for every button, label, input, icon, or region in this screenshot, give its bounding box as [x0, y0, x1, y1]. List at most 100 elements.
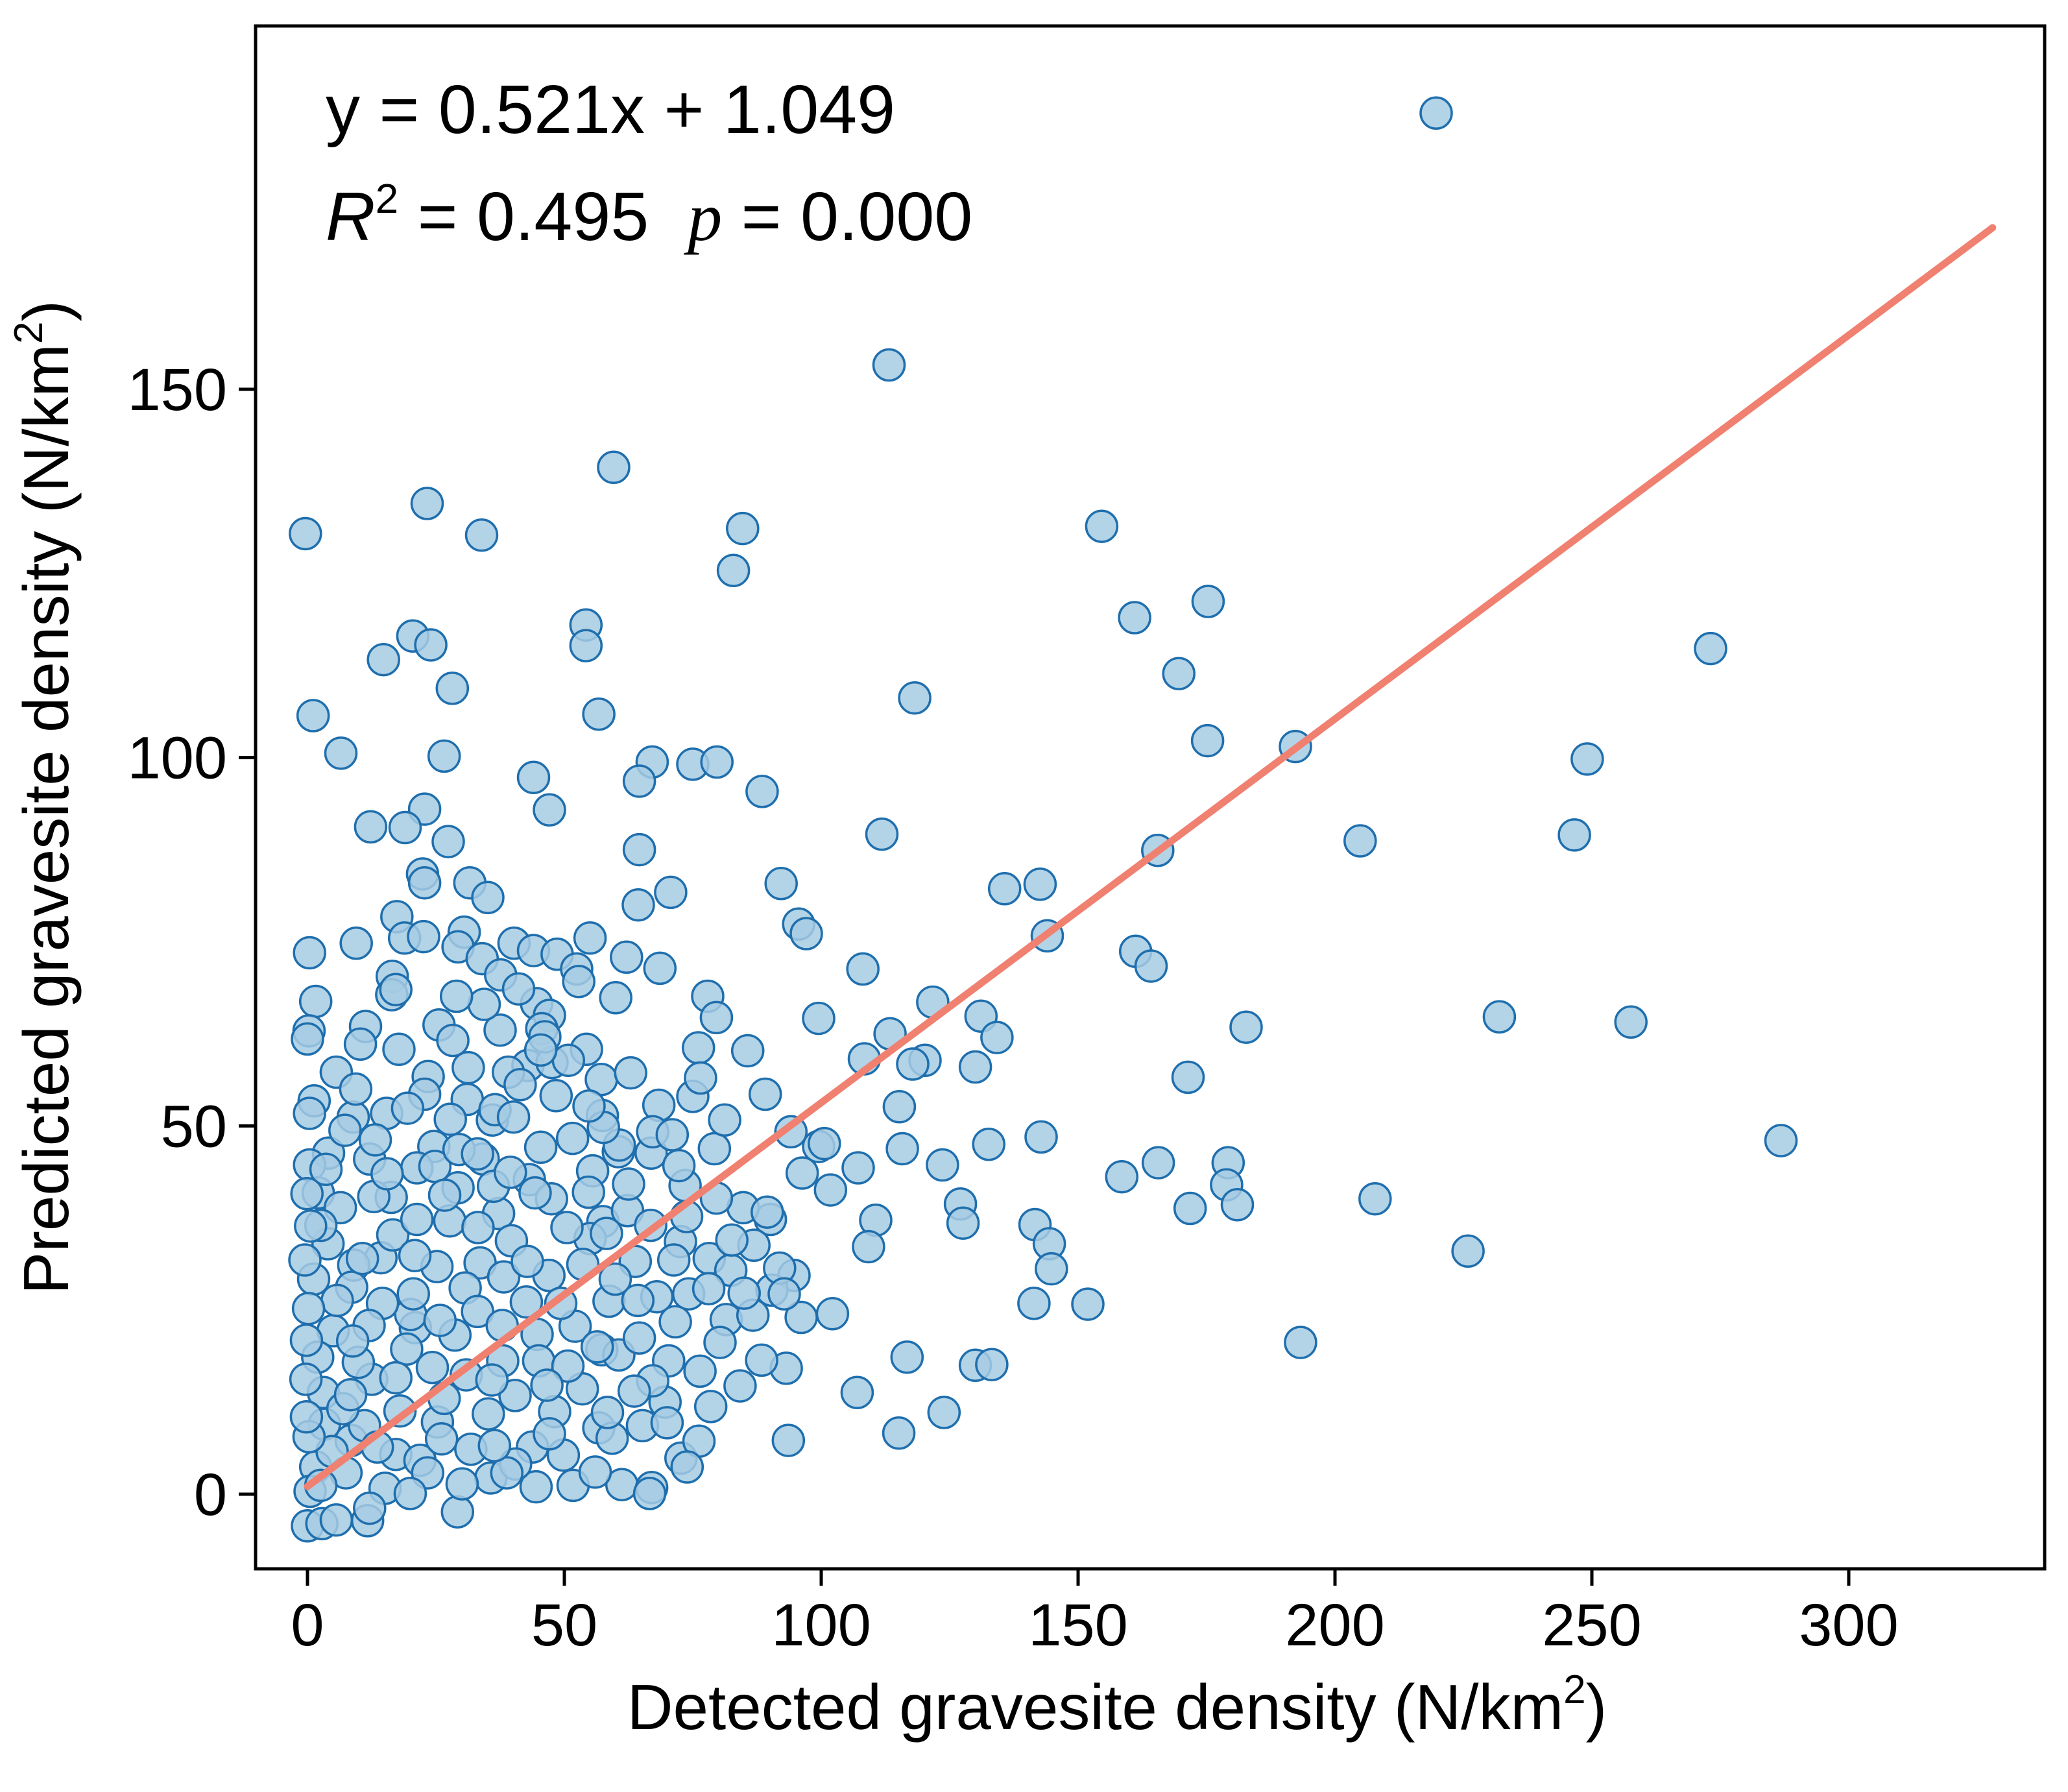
data-point [958, 1050, 992, 1084]
data-point [774, 1115, 808, 1149]
data-point [370, 1157, 404, 1191]
data-point [440, 1495, 475, 1529]
x-axis-title-main: Detected gravesite density (N/km [627, 1671, 1563, 1743]
y-axis-title-main: Predicted gravesite density (N/km [10, 344, 82, 1294]
data-point [578, 1455, 612, 1489]
data-point [1451, 1234, 1485, 1268]
data-point [622, 832, 656, 867]
data-point [1191, 585, 1225, 618]
data-point [296, 699, 330, 733]
data-point [475, 1363, 509, 1397]
data-point [1162, 657, 1196, 690]
data-point [319, 1503, 354, 1537]
data-point [551, 1349, 585, 1383]
data-point [621, 888, 655, 922]
data-point [699, 1000, 734, 1035]
data-point [379, 1361, 413, 1395]
x-tick-label: 150 [1028, 1592, 1128, 1658]
equation-annotation: y = 0.521x + 1.049 [326, 71, 895, 148]
data-point [339, 926, 373, 960]
data-point [451, 1050, 485, 1085]
data-point [700, 745, 734, 779]
data-point [516, 760, 551, 795]
data-point [872, 348, 906, 382]
data-point [339, 1072, 373, 1106]
data-point [424, 1422, 459, 1456]
data-point [655, 1118, 690, 1152]
data-point [1570, 742, 1604, 776]
data-point [693, 1390, 728, 1423]
y-tick-label: 0 [194, 1462, 227, 1528]
data-point [343, 1027, 378, 1061]
data-point [691, 1272, 726, 1305]
p-label: p [683, 179, 722, 255]
data-point [573, 921, 607, 955]
data-point [293, 936, 326, 970]
data-point [433, 1102, 467, 1136]
data-point [498, 1379, 532, 1412]
data-point [288, 1243, 322, 1277]
data-point [1220, 1188, 1255, 1222]
data-point [483, 1013, 517, 1047]
y-axis-title: Predicted gravesite density (N/km2) [6, 300, 82, 1294]
data-point [490, 1456, 524, 1490]
data-point [767, 1277, 801, 1311]
data-point [572, 1089, 606, 1123]
p-value: = 0.000 [722, 178, 972, 255]
data-point [519, 1470, 553, 1504]
data-point [654, 875, 688, 910]
data-point [415, 1350, 450, 1385]
data-point [846, 952, 880, 986]
data-point [1284, 1326, 1317, 1359]
data-point [503, 1068, 537, 1102]
data-point [745, 775, 779, 808]
data-point [324, 736, 358, 770]
data-point [461, 1211, 495, 1244]
data-point [727, 1276, 761, 1310]
data-point [289, 1323, 324, 1357]
x-tick-label: 100 [771, 1592, 871, 1658]
data-point [431, 825, 465, 858]
data-point [289, 516, 322, 551]
data-point [530, 1368, 564, 1402]
data-point [621, 1283, 655, 1318]
fit-line-layer [304, 224, 1997, 1490]
x-tick-label: 200 [1285, 1592, 1385, 1658]
data-point [599, 981, 632, 1015]
data-point [1118, 601, 1151, 635]
data-point [590, 1217, 623, 1250]
data-point [354, 810, 388, 844]
data-point [477, 1429, 512, 1462]
data-point [407, 866, 442, 900]
data-point [294, 1209, 328, 1243]
data-point [291, 1022, 324, 1056]
data-point [390, 1332, 424, 1366]
data-point [388, 810, 422, 845]
data-point [509, 1285, 544, 1319]
data-point [400, 1202, 434, 1237]
data-point [445, 1467, 479, 1501]
data-point [1171, 1060, 1205, 1095]
data-point [1614, 1005, 1648, 1039]
x-axis-title-tail: ) [1586, 1671, 1607, 1743]
data-point [926, 1148, 959, 1182]
y-tick-label: 100 [128, 725, 228, 792]
data-point [730, 1034, 765, 1068]
data-point [683, 1354, 717, 1388]
r-sup: 2 [376, 175, 399, 222]
data-point [379, 973, 413, 1007]
x-tick-label: 50 [531, 1592, 597, 1658]
data-point [298, 984, 333, 1019]
data-point [391, 1091, 425, 1125]
data-point [802, 1001, 836, 1035]
data-point [708, 1103, 741, 1137]
data-point [789, 917, 823, 950]
data-point [598, 1262, 632, 1296]
data-point [927, 1396, 961, 1429]
data-point [882, 1090, 917, 1124]
data-point [1023, 867, 1057, 901]
data-point [972, 1127, 1005, 1161]
data-point [539, 1079, 573, 1113]
data-point [1694, 631, 1727, 666]
